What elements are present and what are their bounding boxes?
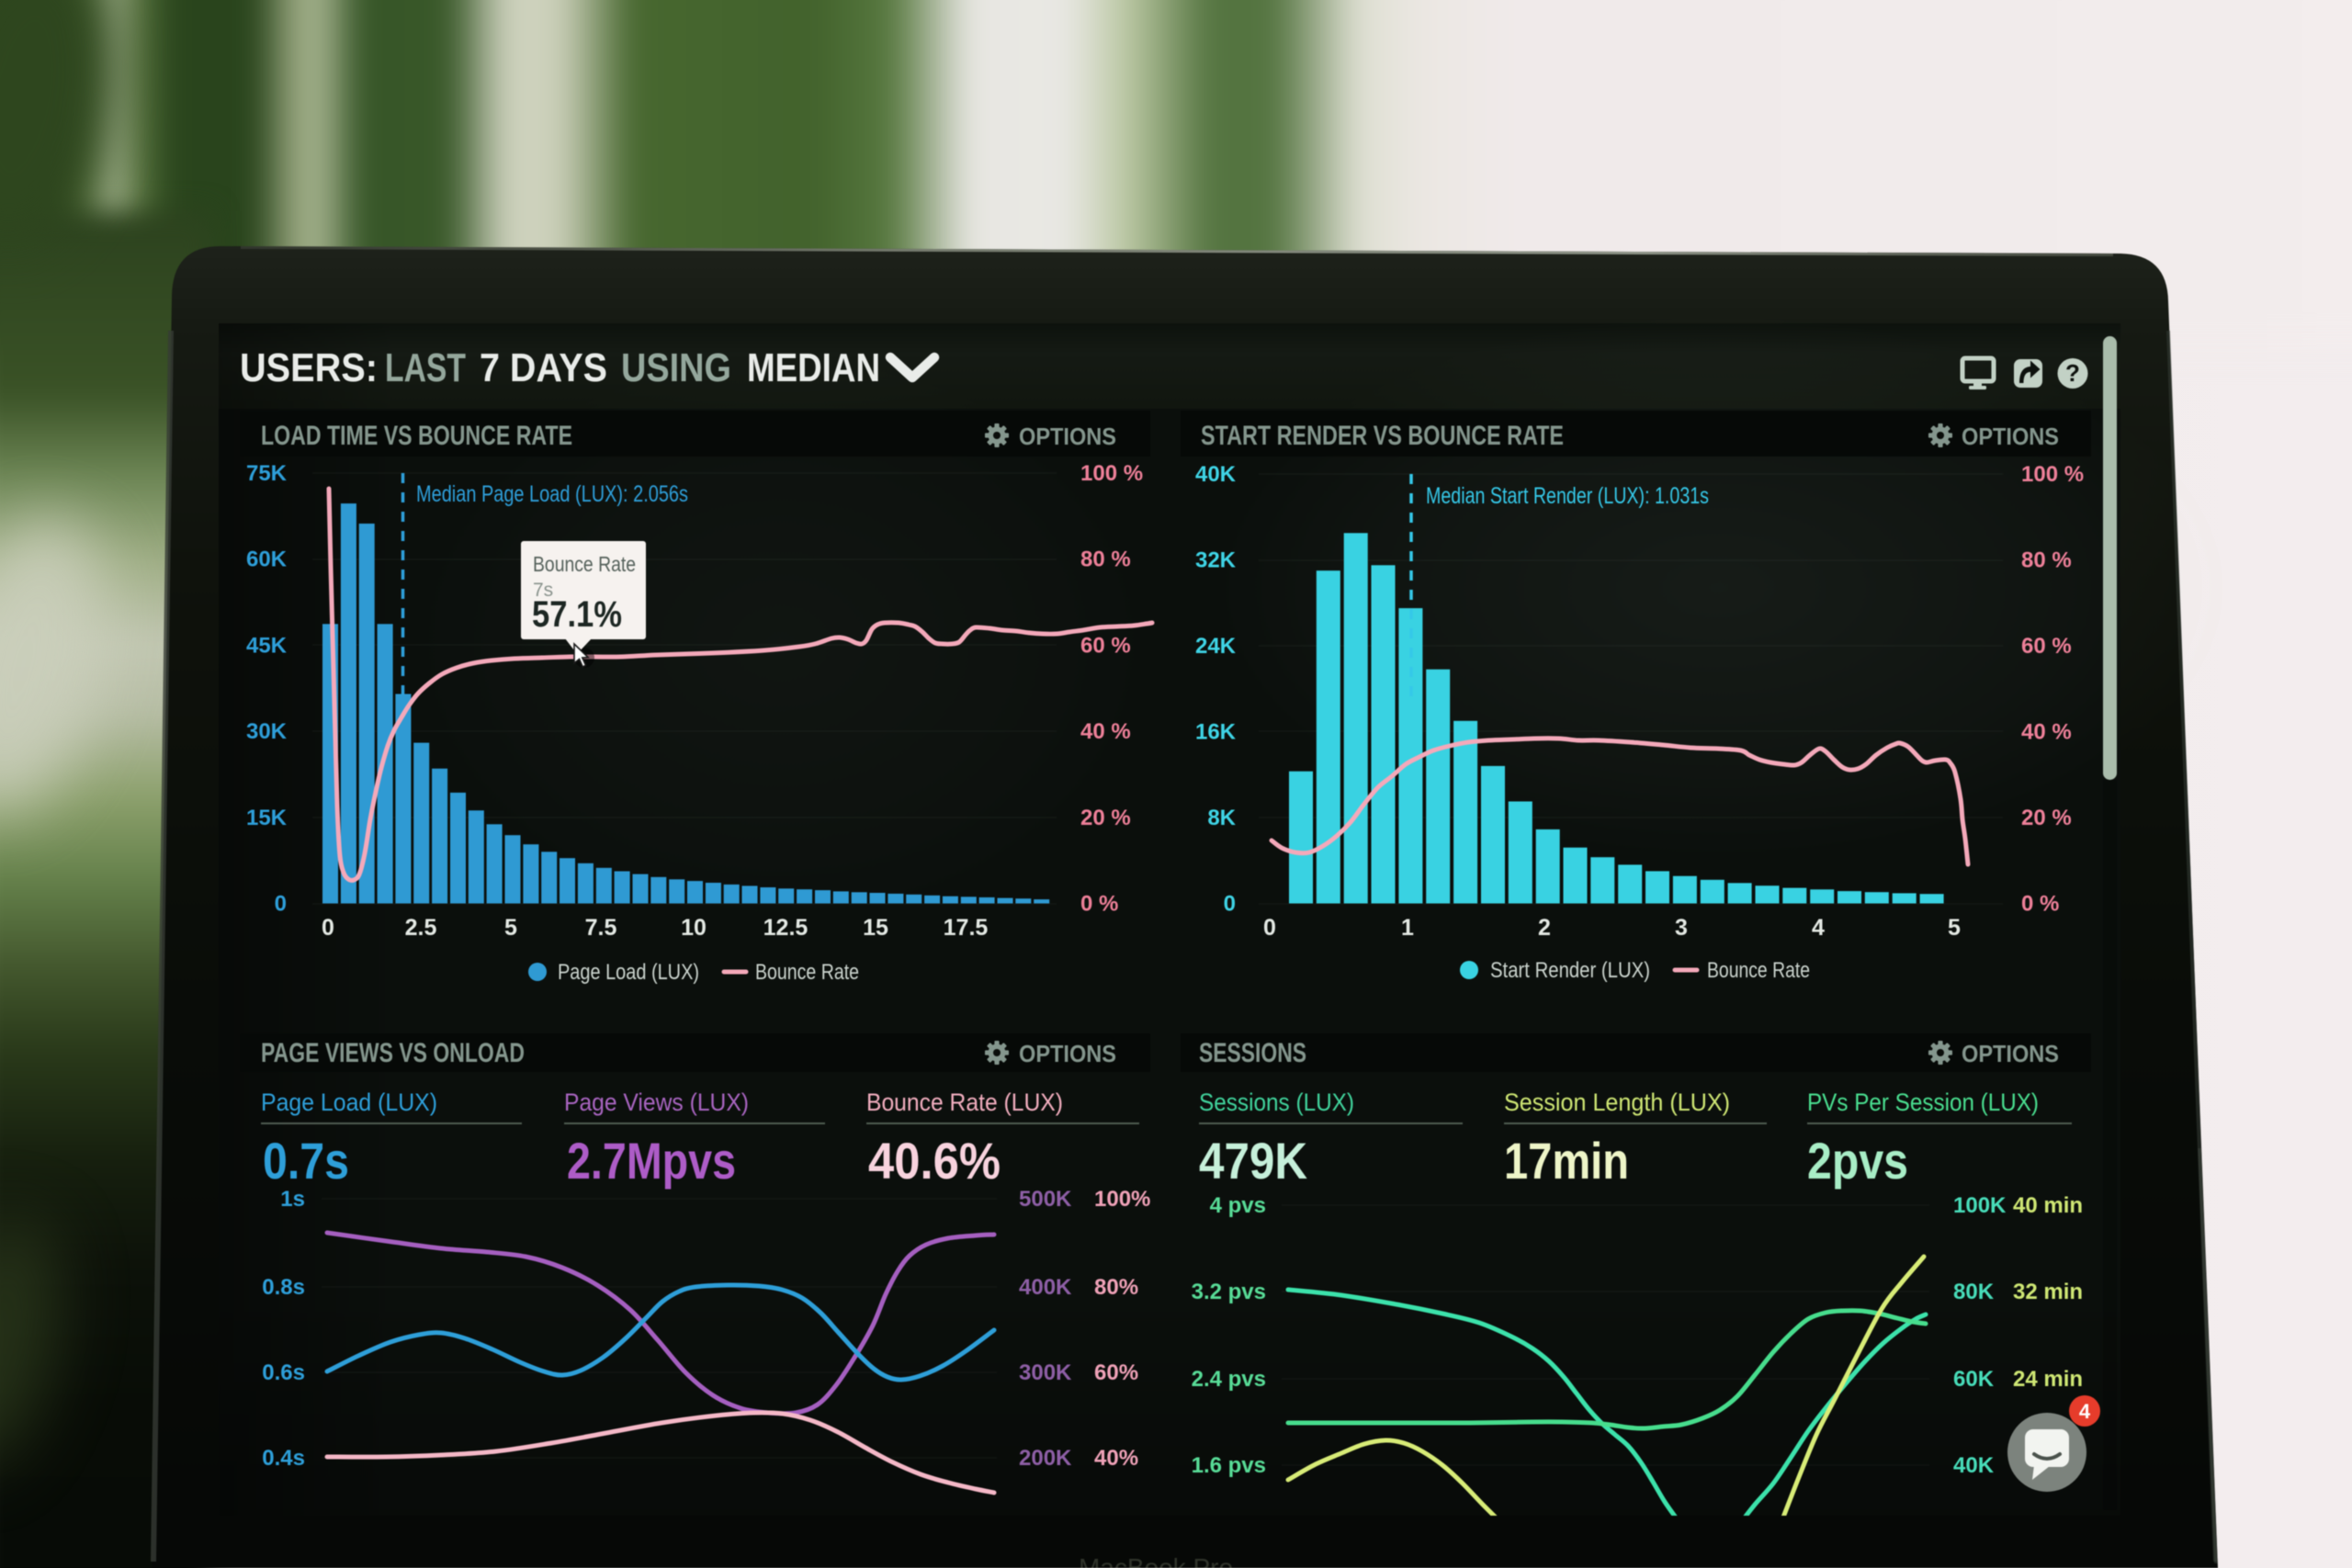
svg-text:PVs Per Session (LUX): PVs Per Session (LUX) xyxy=(1807,1089,2039,1116)
svg-text:60K: 60K xyxy=(1953,1367,1995,1392)
svg-text:20 %: 20 % xyxy=(1080,806,1131,830)
svg-text:45K: 45K xyxy=(246,633,288,658)
svg-text:7 DAYS: 7 DAYS xyxy=(480,345,607,390)
svg-text:15K: 15K xyxy=(246,806,288,830)
svg-text:5: 5 xyxy=(504,915,517,941)
svg-text:60 %: 60 % xyxy=(1080,633,1131,658)
svg-text:100 %: 100 % xyxy=(1080,461,1143,486)
svg-text:40.6%: 40.6% xyxy=(868,1132,1001,1190)
svg-text:4 pvs: 4 pvs xyxy=(1210,1193,1266,1218)
svg-text:0: 0 xyxy=(1263,915,1276,941)
svg-text:2.5: 2.5 xyxy=(405,915,437,941)
svg-text:4: 4 xyxy=(1812,915,1825,941)
svg-text:0: 0 xyxy=(322,915,334,941)
svg-text:57.1%: 57.1% xyxy=(532,594,622,635)
svg-text:Page Load (LUX): Page Load (LUX) xyxy=(558,960,699,985)
svg-text:60K: 60K xyxy=(246,547,288,572)
svg-text:1s: 1s xyxy=(280,1187,305,1212)
svg-text:20 %: 20 % xyxy=(2021,806,2072,830)
svg-text:MacBook Pro: MacBook Pro xyxy=(1079,1553,1233,1568)
svg-text:2.4 pvs: 2.4 pvs xyxy=(1192,1367,1266,1392)
svg-text:LAST: LAST xyxy=(385,345,466,390)
svg-text:479K: 479K xyxy=(1199,1132,1307,1190)
svg-text:300K: 300K xyxy=(1019,1360,1072,1385)
svg-text:OPTIONS: OPTIONS xyxy=(1019,1040,1116,1067)
svg-text:Session Length (LUX): Session Length (LUX) xyxy=(1504,1089,1730,1116)
svg-text:3: 3 xyxy=(1675,915,1688,941)
svg-text:Median Page Load (LUX): 2.056s: Median Page Load (LUX): 2.056s xyxy=(416,481,688,507)
svg-text:80K: 80K xyxy=(1953,1280,1995,1304)
svg-text:80 %: 80 % xyxy=(1080,547,1131,572)
svg-text:0 %: 0 % xyxy=(1080,892,1118,917)
svg-text:Start Render (LUX): Start Render (LUX) xyxy=(1490,958,1650,983)
svg-text:15: 15 xyxy=(863,915,888,941)
svg-text:USERS:: USERS: xyxy=(240,345,378,390)
svg-text:17min: 17min xyxy=(1504,1132,1629,1190)
svg-text:2.7Mpvs: 2.7Mpvs xyxy=(567,1132,736,1190)
svg-text:100K: 100K xyxy=(1953,1193,2007,1218)
svg-text:Median Start Render (LUX): 1.0: Median Start Render (LUX): 1.031s xyxy=(1426,483,1709,509)
svg-text:1: 1 xyxy=(1401,915,1414,941)
svg-text:40K: 40K xyxy=(1953,1453,1995,1478)
svg-text:USING: USING xyxy=(621,345,731,390)
svg-text:24K: 24K xyxy=(1195,634,1237,659)
svg-text:10: 10 xyxy=(681,915,707,941)
svg-text:4: 4 xyxy=(2079,1400,2091,1423)
svg-text:OPTIONS: OPTIONS xyxy=(1019,423,1116,450)
svg-text:2: 2 xyxy=(1538,915,1551,941)
svg-text:200K: 200K xyxy=(1019,1446,1072,1471)
svg-text:80%: 80% xyxy=(1094,1275,1138,1300)
svg-text:12.5: 12.5 xyxy=(763,915,808,941)
svg-text:MEDIAN: MEDIAN xyxy=(747,345,880,390)
svg-text:Page Views (LUX): Page Views (LUX) xyxy=(564,1089,749,1116)
svg-text:17.5: 17.5 xyxy=(944,915,989,941)
svg-text:Bounce Rate: Bounce Rate xyxy=(533,552,636,576)
svg-text:60%: 60% xyxy=(1094,1360,1138,1385)
svg-text:7.5: 7.5 xyxy=(585,915,617,941)
svg-text:7s: 7s xyxy=(533,580,553,601)
svg-text:Sessions (LUX): Sessions (LUX) xyxy=(1199,1089,1354,1116)
svg-text:START RENDER VS BOUNCE RATE: START RENDER VS BOUNCE RATE xyxy=(1201,421,1564,451)
svg-text:Bounce Rate: Bounce Rate xyxy=(755,960,859,985)
svg-text:OPTIONS: OPTIONS xyxy=(1962,1040,2059,1067)
svg-text:Page Load (LUX): Page Load (LUX) xyxy=(261,1089,437,1116)
svg-text:40K: 40K xyxy=(1195,462,1237,487)
svg-text:0.6s: 0.6s xyxy=(262,1360,305,1385)
svg-text:Bounce Rate: Bounce Rate xyxy=(1707,958,1810,983)
svg-text:5: 5 xyxy=(1948,915,1961,941)
svg-text:LOAD TIME VS BOUNCE RATE: LOAD TIME VS BOUNCE RATE xyxy=(261,421,572,451)
svg-text:2pvs: 2pvs xyxy=(1807,1132,1908,1190)
svg-text:30K: 30K xyxy=(246,719,288,744)
svg-text:100%: 100% xyxy=(1094,1187,1150,1212)
svg-text:80 %: 80 % xyxy=(2021,548,2072,573)
svg-text:Bounce Rate (LUX): Bounce Rate (LUX) xyxy=(866,1089,1063,1116)
svg-text:0: 0 xyxy=(275,892,287,917)
svg-text:40 %: 40 % xyxy=(2021,720,2072,745)
svg-text:8K: 8K xyxy=(1207,806,1236,830)
svg-text:0.8s: 0.8s xyxy=(262,1275,305,1300)
svg-text:3.2 pvs: 3.2 pvs xyxy=(1192,1280,1266,1304)
svg-text:0 %: 0 % xyxy=(2021,892,2059,917)
svg-text:40%: 40% xyxy=(1094,1446,1138,1471)
svg-text:32K: 32K xyxy=(1195,548,1237,573)
svg-text:PAGE VIEWS VS ONLOAD: PAGE VIEWS VS ONLOAD xyxy=(261,1038,525,1068)
svg-text:0.7s: 0.7s xyxy=(263,1132,349,1190)
svg-text:400K: 400K xyxy=(1019,1275,1072,1300)
svg-text:40 %: 40 % xyxy=(1080,719,1131,744)
svg-text:500K: 500K xyxy=(1019,1187,1072,1212)
svg-text:32 min: 32 min xyxy=(2013,1280,2083,1304)
svg-text:OPTIONS: OPTIONS xyxy=(1962,423,2059,450)
svg-text:0.4s: 0.4s xyxy=(262,1446,305,1471)
svg-text:0: 0 xyxy=(1224,892,1236,917)
svg-text:?: ? xyxy=(2065,359,2080,387)
svg-text:1.6 pvs: 1.6 pvs xyxy=(1192,1453,1266,1478)
svg-text:SESSIONS: SESSIONS xyxy=(1199,1038,1306,1068)
svg-text:75K: 75K xyxy=(246,461,288,486)
svg-text:24 min: 24 min xyxy=(2013,1367,2083,1392)
svg-text:100 %: 100 % xyxy=(2021,462,2084,487)
svg-text:60 %: 60 % xyxy=(2021,634,2072,659)
svg-text:16K: 16K xyxy=(1195,720,1237,745)
svg-text:40 min: 40 min xyxy=(2013,1193,2083,1218)
